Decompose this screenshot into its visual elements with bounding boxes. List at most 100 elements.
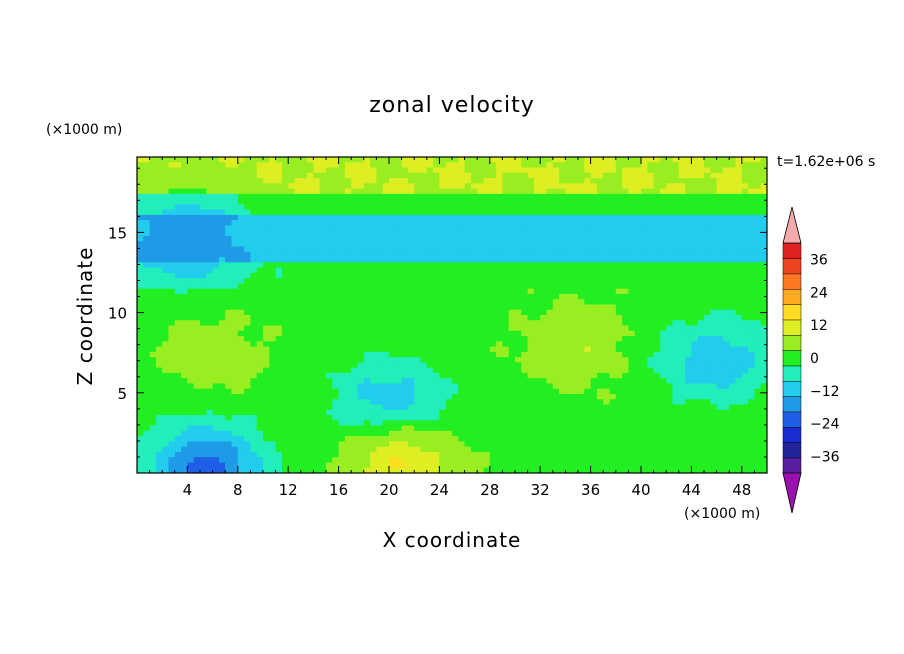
- field-cell: [502, 225, 510, 232]
- field-cell: [338, 404, 346, 411]
- field-cell: [647, 278, 655, 284]
- field-cell: [155, 283, 163, 290]
- field-cell: [344, 378, 352, 385]
- field-cell: [162, 325, 170, 332]
- field-cell: [187, 404, 195, 411]
- field-cell: [256, 336, 264, 342]
- field-cell: [685, 230, 692, 237]
- field-cell: [332, 157, 340, 163]
- field-cell: [748, 251, 755, 258]
- field-cell: [754, 183, 762, 190]
- field-cell: [376, 225, 384, 232]
- field-cell: [578, 346, 585, 353]
- field-cell: [155, 162, 163, 169]
- field-cell: [533, 351, 541, 358]
- field-cell: [464, 230, 472, 237]
- field-cell: [307, 378, 314, 385]
- field-cell: [414, 262, 422, 269]
- field-cell: [137, 241, 144, 248]
- field-cell: [628, 162, 636, 169]
- field-cell: [155, 415, 163, 421]
- field-cell: [225, 278, 233, 284]
- field-cell: [181, 241, 188, 248]
- field-cell: [250, 362, 258, 369]
- field-cell: [641, 372, 648, 379]
- field-cell: [489, 362, 497, 369]
- field-cell: [578, 188, 585, 195]
- field-cell: [729, 388, 737, 395]
- field-cell: [685, 272, 692, 279]
- field-cell: [760, 183, 767, 190]
- field-cell: [338, 236, 346, 242]
- field-cell: [193, 283, 201, 290]
- field-cell: [470, 320, 478, 327]
- field-cell: [244, 341, 251, 348]
- field-cell: [741, 372, 749, 379]
- field-cell: [256, 325, 264, 332]
- field-cell: [496, 367, 503, 374]
- field-cell: [181, 336, 188, 342]
- field-cell: [319, 367, 327, 374]
- field-cell: [269, 351, 277, 358]
- field-cell: [704, 267, 711, 274]
- field-cell: [275, 272, 283, 279]
- field-cell: [250, 262, 258, 269]
- field-cell: [439, 315, 447, 321]
- field-cell: [470, 241, 478, 248]
- field-cell: [357, 388, 365, 395]
- field-cell: [527, 225, 535, 232]
- field-cell: [351, 315, 359, 321]
- field-cell: [678, 415, 686, 421]
- field-cell: [187, 236, 195, 242]
- field-cell: [168, 309, 176, 316]
- field-cell: [603, 394, 611, 400]
- field-cell: [748, 346, 755, 353]
- field-cell: [376, 415, 384, 421]
- field-cell: [641, 320, 648, 327]
- field-cell: [395, 320, 403, 327]
- field-cell: [496, 283, 503, 290]
- field-cell: [508, 325, 516, 332]
- field-cell: [477, 214, 485, 221]
- field-cell: [363, 262, 371, 269]
- field-cell: [357, 336, 365, 342]
- field-cell: [281, 362, 289, 369]
- field-cell: [546, 262, 554, 269]
- field-cell: [691, 167, 699, 174]
- field-cell: [489, 241, 497, 248]
- field-cell: [294, 362, 302, 369]
- field-cell: [653, 351, 661, 358]
- field-cell: [546, 267, 554, 274]
- field-cell: [741, 409, 749, 416]
- field-cell: [489, 288, 497, 295]
- field-cell: [420, 293, 428, 300]
- field-cell: [470, 299, 478, 306]
- field-cell: [300, 167, 308, 174]
- field-cell: [187, 299, 195, 306]
- field-cell: [193, 167, 201, 174]
- field-cell: [464, 409, 472, 416]
- field-cell: [218, 383, 226, 390]
- field-cell: [653, 178, 661, 184]
- field-cell: [389, 362, 396, 369]
- field-cell: [319, 241, 327, 248]
- field-cell: [313, 225, 321, 232]
- field-cell: [433, 183, 440, 190]
- field-cell: [552, 336, 560, 342]
- field-cell: [590, 304, 598, 311]
- field-cell: [596, 388, 604, 395]
- field-cell: [452, 299, 459, 306]
- field-cell: [275, 172, 283, 179]
- field-cell: [332, 341, 340, 348]
- field-cell: [515, 188, 522, 195]
- field-cell: [181, 283, 188, 290]
- field-cell: [741, 351, 749, 358]
- field-cell: [533, 251, 541, 258]
- field-cell: [483, 341, 491, 348]
- field-cell: [149, 336, 157, 342]
- field-cell: [502, 167, 510, 174]
- field-cell: [162, 378, 170, 385]
- field-cell: [206, 362, 214, 369]
- field-cell: [748, 257, 755, 263]
